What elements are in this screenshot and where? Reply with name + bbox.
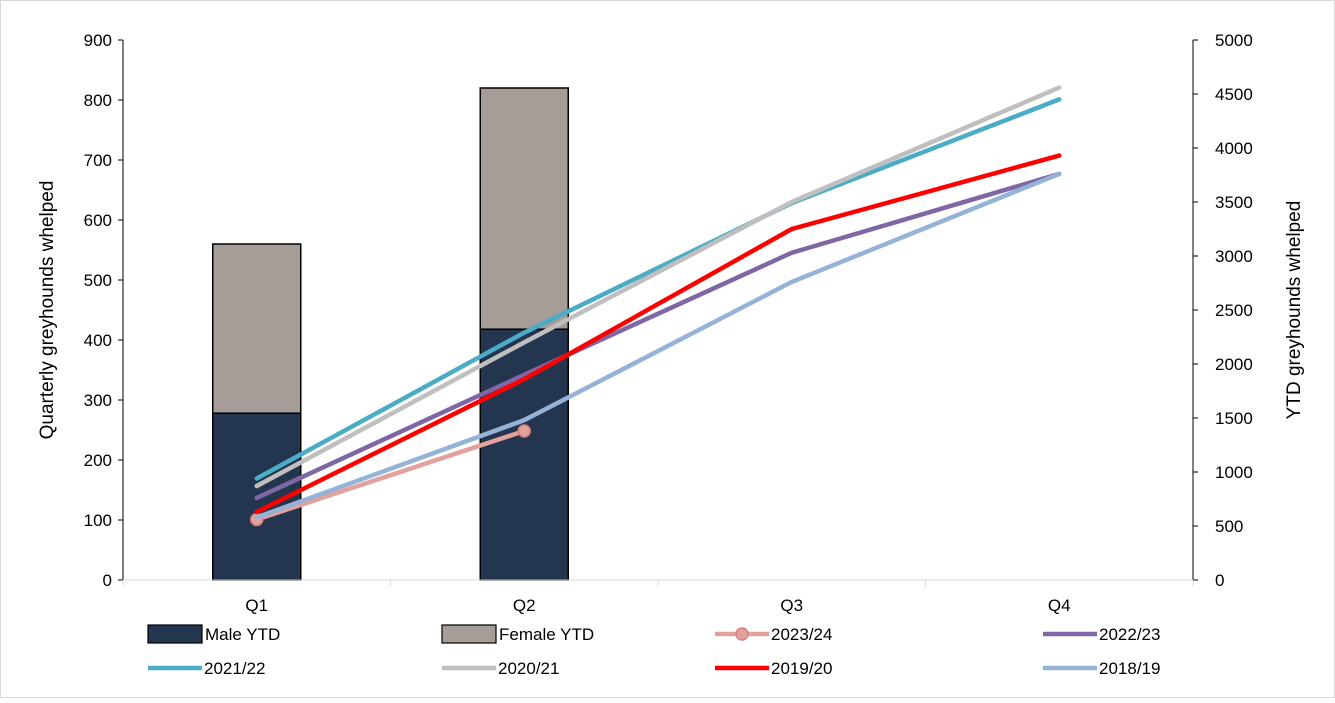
- legend-label-2023-24: 2023/24: [771, 625, 832, 644]
- y-tick-label: 900: [84, 31, 112, 50]
- y-tick-label: 500: [84, 271, 112, 290]
- y-tick-label: 300: [84, 391, 112, 410]
- legend-marker-2023-24: [735, 627, 749, 641]
- bar-female-ytd-q2: [479, 87, 569, 330]
- lines-layer: [250, 85, 1062, 527]
- legend-label-2019-20: 2019/20: [771, 659, 832, 678]
- bar-male-ytd-q2: [479, 328, 569, 581]
- y2-tick-label: 500: [1215, 517, 1243, 536]
- bars-layer: [212, 87, 569, 581]
- x-tick-label: Q4: [1048, 596, 1071, 615]
- y2-tick-label: 0: [1215, 571, 1224, 590]
- series-line-2023-24: [254, 428, 527, 522]
- series-line-2020-21: [254, 85, 1062, 489]
- y-tick-label: 0: [103, 571, 112, 590]
- legend-label-male-ytd: Male YTD: [205, 625, 280, 644]
- y2-tick-label: 4000: [1215, 139, 1253, 158]
- y2-tick-label: 1500: [1215, 409, 1253, 428]
- y-tick-label: 200: [84, 451, 112, 470]
- y-tick-label: 100: [84, 511, 112, 530]
- series-line-2022-23: [254, 171, 1062, 501]
- y2-tick-label: 4500: [1215, 85, 1253, 104]
- y2-tick-label: 3500: [1215, 193, 1253, 212]
- legend-label-2018-19: 2018/19: [1099, 659, 1160, 678]
- y-tick-label: 600: [84, 211, 112, 230]
- point-2023-24-q2: [517, 424, 531, 438]
- legend-label-2020-21: 2020/21: [498, 659, 559, 678]
- y-tick-label: 700: [84, 151, 112, 170]
- y2-tick-label: 2500: [1215, 301, 1253, 320]
- legend: Male YTD Female YTD 2023/24 2022/23 2021/22 2…: [147, 624, 1160, 678]
- y-tick-label: 400: [84, 331, 112, 350]
- y2-axis-title: YTD greyhounds whelped: [1284, 201, 1305, 420]
- y2-tick-label: 3000: [1215, 247, 1253, 266]
- x-tick-label: Q3: [780, 596, 803, 615]
- legend-label-female-ytd: Female YTD: [499, 625, 594, 644]
- axes-layer: 0 100 200 300 400 500 600 700 800 900 0 500 1000 1500…: [84, 31, 1253, 615]
- y2-tick-label: 2000: [1215, 355, 1253, 374]
- legend-label-2021-22: 2021/22: [204, 659, 265, 678]
- series-line-2018-19: [254, 171, 1062, 520]
- series-line-2019-20: [254, 153, 1062, 515]
- y2-tick-label: 1000: [1215, 463, 1253, 482]
- y-axis-title: Quarterly greyhounds whelped: [37, 181, 58, 440]
- x-tick-label: Q1: [245, 596, 268, 615]
- legend-label-2022-23: 2022/23: [1099, 625, 1160, 644]
- y-tick-label: 800: [84, 91, 112, 110]
- y2-tick-label: 5000: [1215, 31, 1253, 50]
- x-tick-label: Q2: [513, 596, 536, 615]
- bar-female-ytd-q1: [212, 243, 302, 414]
- series-line-2021-22: [254, 97, 1062, 481]
- legend-swatch-female-ytd: [441, 624, 497, 644]
- legend-swatch-male-ytd: [147, 624, 203, 644]
